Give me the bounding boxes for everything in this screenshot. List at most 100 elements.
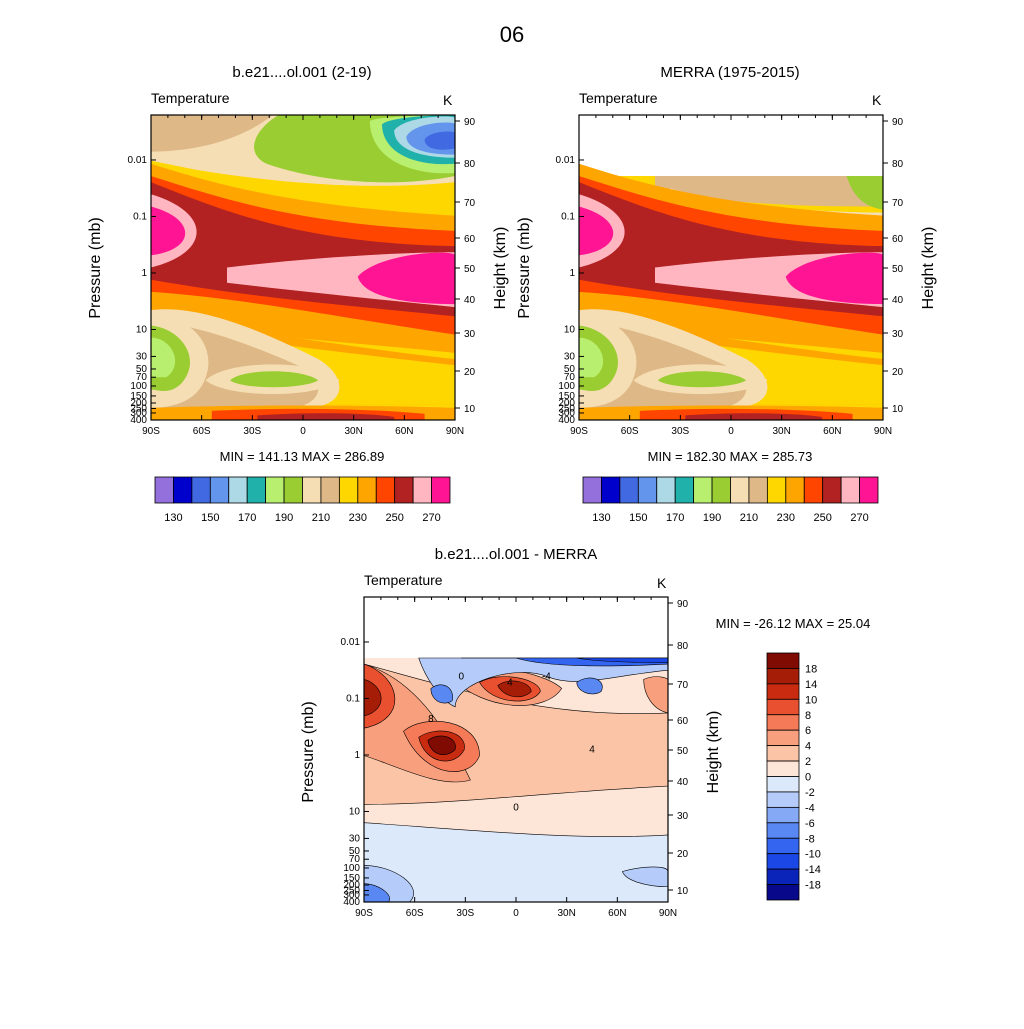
pressure-tick-label: 250 bbox=[130, 403, 147, 414]
colorbar-swatch bbox=[338, 476, 359, 504]
colorbar-swatch bbox=[766, 868, 800, 885]
band-260-surface bbox=[257, 413, 395, 420]
page-title: 06 bbox=[500, 22, 524, 47]
pressure-axis-label: Pressure (mb) bbox=[300, 701, 317, 802]
colorbar-label: 150 bbox=[201, 512, 219, 524]
colorbar-label: 270 bbox=[422, 512, 440, 524]
pressure-tick-label: 0.01 bbox=[341, 637, 361, 648]
x-tick-label: 90N bbox=[874, 426, 892, 437]
filled-contours: 0 4 8 -4 0 4 bbox=[364, 597, 668, 902]
colorbar-swatch bbox=[637, 476, 658, 504]
height-tick-label: 80 bbox=[892, 159, 904, 170]
pressure-tick-label: 70 bbox=[136, 372, 148, 383]
colorbar-label: 130 bbox=[164, 512, 182, 524]
height-tick-label: 40 bbox=[464, 295, 476, 306]
colorbar-swatch bbox=[302, 476, 322, 504]
colorbar-swatch bbox=[748, 476, 768, 504]
colorbar-swatch bbox=[803, 476, 824, 504]
x-tick-label: 30S bbox=[456, 908, 474, 919]
colorbar-swatch bbox=[283, 476, 303, 504]
colorbar-swatch bbox=[431, 476, 451, 504]
pressure-tick-label: 400 bbox=[558, 415, 575, 426]
units-label: K bbox=[443, 92, 453, 108]
colorbar-label: -8 bbox=[805, 833, 815, 845]
band-190-south bbox=[579, 337, 604, 378]
x-tick-label: 60N bbox=[395, 426, 413, 437]
height-tick-label: 60 bbox=[892, 234, 904, 245]
band-14-eq bbox=[497, 680, 532, 698]
units-label: K bbox=[657, 575, 667, 591]
colorbar-swatch bbox=[766, 683, 800, 700]
panel-title: MERRA (1975-2015) bbox=[660, 64, 799, 81]
colorbar-swatch bbox=[357, 476, 377, 504]
contour-label: 4 bbox=[507, 677, 513, 688]
units-label: K bbox=[872, 92, 882, 108]
colorbar-label: 250 bbox=[386, 512, 404, 524]
band-220 bbox=[655, 176, 883, 207]
x-tick-label: 90S bbox=[570, 426, 588, 437]
pressure-tick-label: 50 bbox=[136, 364, 148, 375]
pressure-axis-label: Pressure (mb) bbox=[87, 217, 104, 318]
colorbar-swatch bbox=[766, 729, 800, 747]
filled-contours bbox=[579, 115, 883, 420]
band-220 bbox=[151, 115, 273, 152]
colorbar-swatch bbox=[619, 476, 639, 504]
pressure-tick-label: 30 bbox=[564, 351, 576, 362]
pressure-axis-label: Pressure (mb) bbox=[516, 217, 533, 318]
colorbar-swatch bbox=[766, 668, 800, 685]
pressure-tick-label: 0.1 bbox=[346, 693, 360, 704]
band-190-south bbox=[151, 337, 176, 378]
colorbar-swatch bbox=[375, 476, 396, 504]
height-tick-label: 20 bbox=[892, 367, 904, 378]
colorbar-label: 170 bbox=[238, 512, 256, 524]
pressure-tick-label: 100 bbox=[343, 863, 360, 874]
panel-title: b.e21....ol.001 - MERRA bbox=[435, 546, 598, 563]
height-axis-label: Height (km) bbox=[920, 227, 937, 310]
x-tick-label: 0 bbox=[300, 426, 306, 437]
colorbar-swatch bbox=[766, 884, 800, 901]
pressure-tick-label: 1 bbox=[141, 268, 147, 279]
height-tick-label: 90 bbox=[464, 117, 476, 128]
height-tick-label: 90 bbox=[677, 599, 689, 610]
no-data-region bbox=[579, 115, 883, 176]
x-tick-label: 30N bbox=[772, 426, 790, 437]
height-tick-label: 50 bbox=[892, 264, 904, 275]
variable-label: Temperature bbox=[579, 90, 658, 106]
pressure-tick-label: 250 bbox=[558, 403, 575, 414]
temperature-field bbox=[151, 115, 455, 420]
colorbar-label: 10 bbox=[805, 694, 817, 706]
pressure-tick-label: 150 bbox=[558, 391, 575, 402]
height-tick-label: 20 bbox=[464, 367, 476, 378]
filled-contours bbox=[151, 115, 455, 420]
contour-label: 0 bbox=[513, 803, 519, 814]
pressure-tick-label: 100 bbox=[558, 381, 575, 392]
contour-label: -4 bbox=[542, 671, 551, 682]
pressure-tick-label: 0.1 bbox=[561, 211, 575, 222]
contour-label: 4 bbox=[589, 745, 595, 756]
pressure-tick-label: 150 bbox=[343, 873, 360, 884]
pressure-tick-label: 200 bbox=[130, 398, 147, 409]
colorbar-label: 210 bbox=[312, 512, 330, 524]
colorbar-swatch bbox=[394, 476, 414, 504]
colorbar-label: 18 bbox=[805, 663, 817, 675]
axes: 90S 60S 30S 0 30N 60N 90N0.010.111030507010015… bbox=[341, 596, 689, 919]
colorbar-swatch bbox=[766, 652, 800, 669]
pressure-tick-label: 30 bbox=[136, 351, 148, 362]
height-tick-label: 80 bbox=[464, 159, 476, 170]
colorbar-label: 190 bbox=[703, 512, 721, 524]
colorbar-swatch bbox=[766, 837, 800, 855]
colorbar-swatch bbox=[766, 714, 800, 731]
colorbar-label: -14 bbox=[805, 864, 821, 876]
min-max-stats: MIN = -26.12 MAX = 25.04 bbox=[716, 616, 871, 631]
height-tick-label: 70 bbox=[677, 680, 689, 691]
colorbar-label: 14 bbox=[805, 679, 817, 691]
height-tick-label: 10 bbox=[464, 404, 476, 415]
x-tick-label: 60N bbox=[823, 426, 841, 437]
x-tick-label: 90N bbox=[446, 426, 464, 437]
x-tick-label: 60S bbox=[406, 908, 424, 919]
pressure-tick-label: 400 bbox=[343, 897, 360, 908]
height-tick-label: 60 bbox=[464, 234, 476, 245]
variable-label: Temperature bbox=[364, 572, 443, 588]
height-tick-label: 20 bbox=[677, 849, 689, 860]
